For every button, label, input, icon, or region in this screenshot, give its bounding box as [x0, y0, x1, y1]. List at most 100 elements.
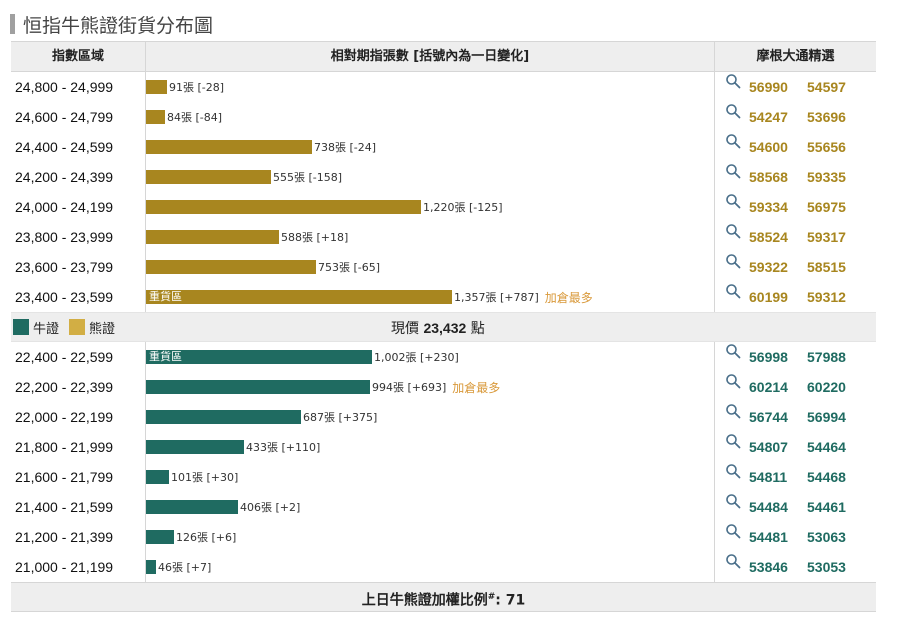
bull-bar[interactable] [146, 440, 244, 454]
bear-row: 24,200 - 24,399 555張 [-158] 58568 59335 [11, 162, 876, 192]
warrant-code-link[interactable]: 58515 [807, 259, 846, 275]
warrant-code-link[interactable]: 54600 [749, 139, 788, 155]
warrant-code-link[interactable]: 54811 [749, 469, 788, 485]
search-icon[interactable] [725, 73, 741, 89]
warrant-code-link[interactable]: 56975 [807, 199, 846, 215]
warrant-code-link[interactable]: 59334 [749, 199, 788, 215]
warrant-code-link[interactable]: 57988 [807, 349, 846, 365]
bear-row: 23,800 - 23,999 588張 [+18] 58524 59317 [11, 222, 876, 252]
bar-value-label: 406張 [+2] [240, 501, 301, 514]
bar-value-label: 588張 [+18] [281, 231, 349, 244]
warrant-code-link[interactable]: 58524 [749, 229, 788, 245]
warrant-code-link[interactable]: 54461 [807, 499, 846, 515]
bear-bar[interactable] [146, 170, 271, 184]
warrant-code-link[interactable]: 54597 [807, 79, 846, 95]
warrant-code-link[interactable]: 54464 [807, 439, 846, 455]
bar-cell: 重貨區 1,357張 [+787] 加倉最多 [145, 282, 715, 312]
bar-value-label: 84張 [-84] [167, 111, 223, 124]
bull-bar[interactable] [146, 380, 370, 394]
search-icon[interactable] [725, 403, 741, 419]
warrant-code-link[interactable]: 59317 [807, 229, 846, 245]
warrant-code-link[interactable]: 60220 [807, 379, 846, 395]
search-icon[interactable] [725, 253, 741, 269]
search-icon[interactable] [725, 373, 741, 389]
warrant-code-link[interactable]: 56744 [749, 409, 788, 425]
jpm-picks: 58568 59335 [715, 162, 876, 192]
search-icon[interactable] [725, 463, 741, 479]
warrant-code-link[interactable]: 56990 [749, 79, 788, 95]
bar-cell: 994張 [+693] 加倉最多 [145, 372, 715, 402]
warrant-code-link[interactable]: 56994 [807, 409, 846, 425]
bar-value-label: 101張 [+30] [171, 471, 239, 484]
bull-bar[interactable] [146, 500, 238, 514]
bull-section: 22,400 - 22,599 重貨區 1,002張 [+230] 56998 5798… [11, 342, 876, 582]
jpm-picks: 54811 54468 [715, 462, 876, 492]
bull-bar[interactable] [146, 410, 301, 424]
bar-cell: 555張 [-158] [145, 162, 715, 192]
search-icon[interactable] [725, 553, 741, 569]
warrant-code-link[interactable]: 59335 [807, 169, 846, 185]
distribution-table: 指數區域 相對期指張數 [括號內為一日變化] 摩根大通精選 24,800 - 2… [11, 41, 876, 612]
current-price: 現價 23,432 點 [391, 313, 485, 344]
warrant-code-link[interactable]: 53696 [807, 109, 846, 125]
header-picks: 摩根大通精選 [756, 49, 835, 64]
search-icon[interactable] [725, 223, 741, 239]
warrant-code-link[interactable]: 54484 [749, 499, 788, 515]
warrant-code-link[interactable]: 53053 [807, 559, 846, 575]
index-range: 21,000 - 21,199 [15, 559, 114, 575]
warrant-code-link[interactable]: 59322 [749, 259, 788, 275]
warrant-code-link[interactable]: 54247 [749, 109, 788, 125]
bear-bar[interactable] [146, 260, 316, 274]
warrant-code-link[interactable]: 60214 [749, 379, 788, 395]
bear-row: 23,600 - 23,799 753張 [-65] 59322 58515 [11, 252, 876, 282]
bear-bar[interactable] [146, 110, 165, 124]
search-icon[interactable] [725, 493, 741, 509]
bull-bar[interactable] [146, 530, 174, 544]
warrant-code-link[interactable]: 54468 [807, 469, 846, 485]
warrant-code-link[interactable]: 53063 [807, 529, 846, 545]
bear-bar[interactable] [146, 80, 167, 94]
bar-cell: 738張 [-24] [145, 132, 715, 162]
bear-bar[interactable] [146, 200, 421, 214]
bull-bar[interactable]: 重貨區 [146, 350, 372, 364]
bar-value-label: 753張 [-65] [318, 261, 381, 274]
bar-value-label: 1,357張 [+787] [454, 291, 539, 304]
warrant-code-link[interactable]: 59312 [807, 289, 846, 305]
search-icon[interactable] [725, 523, 741, 539]
bar-value-label: 687張 [+375] [303, 411, 378, 424]
search-icon[interactable] [725, 433, 741, 449]
search-icon[interactable] [725, 163, 741, 179]
warrant-code-link[interactable]: 54807 [749, 439, 788, 455]
heavy-zone-label: 重貨區 [149, 290, 182, 303]
search-icon[interactable] [725, 283, 741, 299]
page-title: 恒指牛熊證街貨分布圖 [23, 14, 214, 37]
warrant-code-link[interactable]: 58568 [749, 169, 788, 185]
index-range: 22,400 - 22,599 [15, 349, 114, 365]
bear-bar[interactable] [146, 230, 279, 244]
footer-mark: # [487, 592, 496, 602]
legend-bull-label: 牛證 [33, 321, 60, 337]
warrant-code-link[interactable]: 54481 [749, 529, 788, 545]
warrant-code-link[interactable]: 55656 [807, 139, 846, 155]
bull-bar[interactable] [146, 560, 156, 574]
warrant-code-link[interactable]: 60199 [749, 289, 788, 305]
search-icon[interactable] [725, 103, 741, 119]
bull-row: 21,000 - 21,199 46張 [+7] 53846 53053 [11, 552, 876, 582]
search-icon[interactable] [725, 343, 741, 359]
bear-bar[interactable]: 重貨區 [146, 290, 452, 304]
bear-row: 24,400 - 24,599 738張 [-24] 54600 55656 [11, 132, 876, 162]
bar-value-label: 994張 [+693] [372, 381, 447, 394]
search-icon[interactable] [725, 193, 741, 209]
bear-row: 24,600 - 24,799 84張 [-84] 54247 53696 [11, 102, 876, 132]
jpm-picks: 59334 56975 [715, 192, 876, 222]
search-icon[interactable] [725, 133, 741, 149]
warrant-code-link[interactable]: 53846 [749, 559, 788, 575]
warrant-code-link[interactable]: 56998 [749, 349, 788, 365]
bear-row: 24,800 - 24,999 91張 [-28] 56990 54597 [11, 72, 876, 102]
bar-cell: 406張 [+2] [145, 492, 715, 522]
bear-bar[interactable] [146, 140, 312, 154]
bull-bar[interactable] [146, 470, 169, 484]
bar-cell: 46張 [+7] [145, 552, 715, 582]
jpm-picks: 56744 56994 [715, 402, 876, 432]
index-range: 21,800 - 21,999 [15, 439, 114, 455]
